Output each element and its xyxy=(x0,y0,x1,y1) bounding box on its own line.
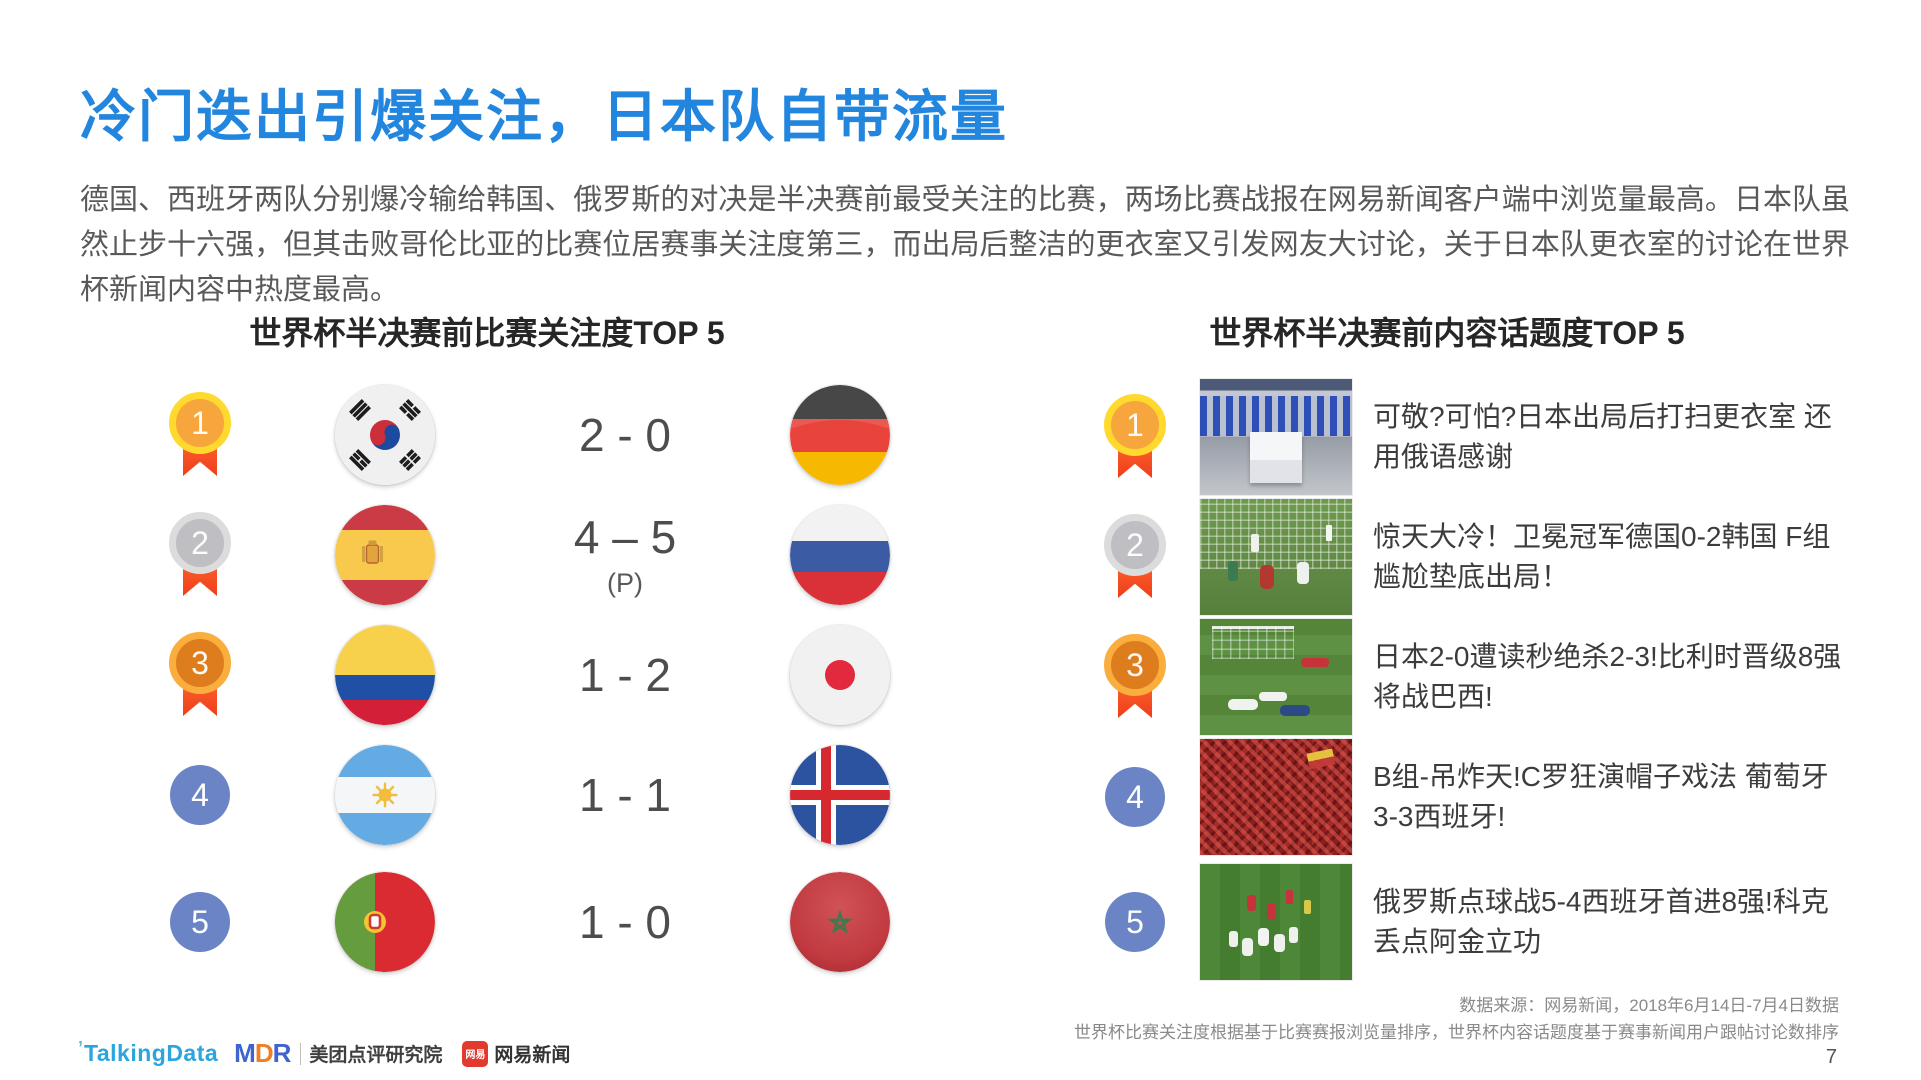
rank-number: 1 xyxy=(1104,394,1166,456)
news-row-4: 4 B组-吊炸天!C罗狂演帽子戏法 葡萄牙3-3西班牙! xyxy=(1085,737,1851,857)
source-line-2: 世界杯比赛关注度根据基于比赛赛报浏览量排序，世界杯内容话题度基于赛事新闻用户跟帖… xyxy=(1074,1023,1839,1042)
bronze-medal-icon: 3 xyxy=(169,630,231,720)
news-thumbnail-players-pitch xyxy=(1200,619,1352,735)
rank-number: 2 xyxy=(1104,514,1166,576)
portugal-flag-icon xyxy=(335,872,435,972)
match-row-5: 5 1 - 0 xyxy=(140,862,940,982)
logo-divider xyxy=(300,1042,302,1065)
rank-number: 3 xyxy=(169,632,231,694)
news-row-5: 5 俄罗斯点球战5-4西班牙首进8强!科克丢点阿金立功 xyxy=(1085,862,1851,982)
match-row-2: 2 4 – 5 (P) xyxy=(140,495,940,615)
match-score: 1 - 0 xyxy=(578,895,672,948)
netease-news-badge-icon: 网易 xyxy=(462,1040,489,1067)
meituan-dianping-institute-label: 美团点评研究院 xyxy=(309,1045,443,1066)
right-section-title: 世界杯半决赛前内容话题度TOP 5 xyxy=(1209,315,1685,351)
rank-circle: 5 xyxy=(170,892,230,952)
morocco-flag-icon xyxy=(790,872,890,972)
news-headline: B组-吊炸天!C罗狂演帽子戏法 葡萄牙3-3西班牙! xyxy=(1373,761,1829,832)
score-value: 1 - 1 xyxy=(578,768,672,821)
silver-medal-icon: 2 xyxy=(1104,512,1166,602)
talkingdata-tick-icon: ’ xyxy=(78,1038,84,1058)
score-value: 1 - 0 xyxy=(578,895,672,948)
gold-medal-icon: 1 xyxy=(169,390,231,480)
mdr-letter-m: M xyxy=(234,1038,256,1068)
score-value: 4 – 5 xyxy=(573,510,677,563)
colombia-flag-icon xyxy=(335,625,435,725)
footer-logos: ’ TalkingData M D R 美团点评研究院 网易 网易新闻 xyxy=(78,1038,570,1069)
russia-flag-icon xyxy=(790,505,890,605)
news-headline: 日本2-0遭读秒绝杀2-3!比利时晋级8强将战巴西! xyxy=(1373,641,1842,712)
page-number: 7 xyxy=(1825,1046,1837,1068)
south-korea-flag-icon xyxy=(335,385,435,485)
japan-flag-icon xyxy=(790,625,890,725)
iceland-flag-icon xyxy=(790,745,890,845)
rank-number: 4 xyxy=(1105,767,1165,827)
score-value: 1 - 2 xyxy=(578,648,672,701)
match-row-3: 3 1 - 2 xyxy=(140,615,940,735)
rank-number: 4 xyxy=(170,765,230,825)
source-line-1: 数据来源：网易新闻，2018年6月14日-7月4日数据 xyxy=(1459,996,1839,1015)
spain-flag-icon xyxy=(335,505,435,605)
news-thumbnail-fans-crowd xyxy=(1200,739,1352,855)
rank-number: 3 xyxy=(1104,634,1166,696)
news-thumbnail-celebration xyxy=(1200,864,1352,980)
news-row-2: 2 惊天大冷！卫冕冠军德国0-2韩国 F组尴尬垫底出局！ xyxy=(1085,497,1851,617)
score-value: 2 - 0 xyxy=(578,408,672,461)
gold-medal-icon: 1 xyxy=(1104,392,1166,482)
news-thumbnail-goal-scene xyxy=(1200,499,1352,615)
match-row-1: 1 xyxy=(140,375,940,495)
silver-medal-icon: 2 xyxy=(169,510,231,600)
mdr-logo: M D R xyxy=(234,1038,292,1069)
page-title: 冷门迭出引爆关注，日本队自带流量 xyxy=(80,85,1008,148)
news-row-1: 1 可敬?可怕?日本出局后打扫更衣室 还用俄语感谢 xyxy=(1085,377,1851,497)
match-score: 1 - 1 xyxy=(578,768,672,821)
left-section-title: 世界杯半决赛前比赛关注度TOP 5 xyxy=(249,315,725,351)
news-headline: 可敬?可怕?日本出局后打扫更衣室 还用俄语感谢 xyxy=(1373,401,1832,472)
netease-news-label: 网易新闻 xyxy=(494,1045,571,1066)
news-row-3: 3 日本2-0遭读秒绝杀2-3!比利时晋级8强将战巴西! xyxy=(1085,617,1851,737)
news-thumbnail-locker-room xyxy=(1200,379,1352,495)
mdr-letter-d: D xyxy=(254,1038,274,1068)
argentina-flag-icon xyxy=(335,745,435,845)
data-source-note: 数据来源：网易新闻，2018年6月14日-7月4日数据 世界杯比赛关注度根据基于… xyxy=(1074,992,1839,1046)
rank-number: 1 xyxy=(169,392,231,454)
match-row-4: 4 1 - 1 xyxy=(140,735,940,855)
rank-circle: 5 xyxy=(1105,892,1165,952)
match-score: 1 - 2 xyxy=(578,648,672,701)
news-headline: 俄罗斯点球战5-4西班牙首进8强!科克丢点阿金立功 xyxy=(1373,886,1829,957)
mdr-letter-r: R xyxy=(272,1038,292,1068)
match-score: 2 - 0 xyxy=(578,408,672,461)
news-headline: 惊天大冷！卫冕冠军德国0-2韩国 F组尴尬垫底出局！ xyxy=(1373,521,1831,592)
rank-number: 5 xyxy=(170,892,230,952)
intro-paragraph: 德国、西班牙两队分别爆冷输给韩国、俄罗斯的对决是半决赛前最受关注的比赛，两场比赛… xyxy=(80,184,1850,306)
rank-circle: 4 xyxy=(170,765,230,825)
germany-flag-icon xyxy=(790,385,890,485)
match-score: 4 – 5 (P) xyxy=(573,510,677,598)
rank-number: 5 xyxy=(1105,892,1165,952)
rank-number: 2 xyxy=(169,512,231,574)
talkingdata-logo: TalkingData xyxy=(84,1040,219,1066)
score-penalty-note: (P) xyxy=(607,567,643,598)
rank-circle: 4 xyxy=(1105,767,1165,827)
bronze-medal-icon: 3 xyxy=(1104,632,1166,722)
